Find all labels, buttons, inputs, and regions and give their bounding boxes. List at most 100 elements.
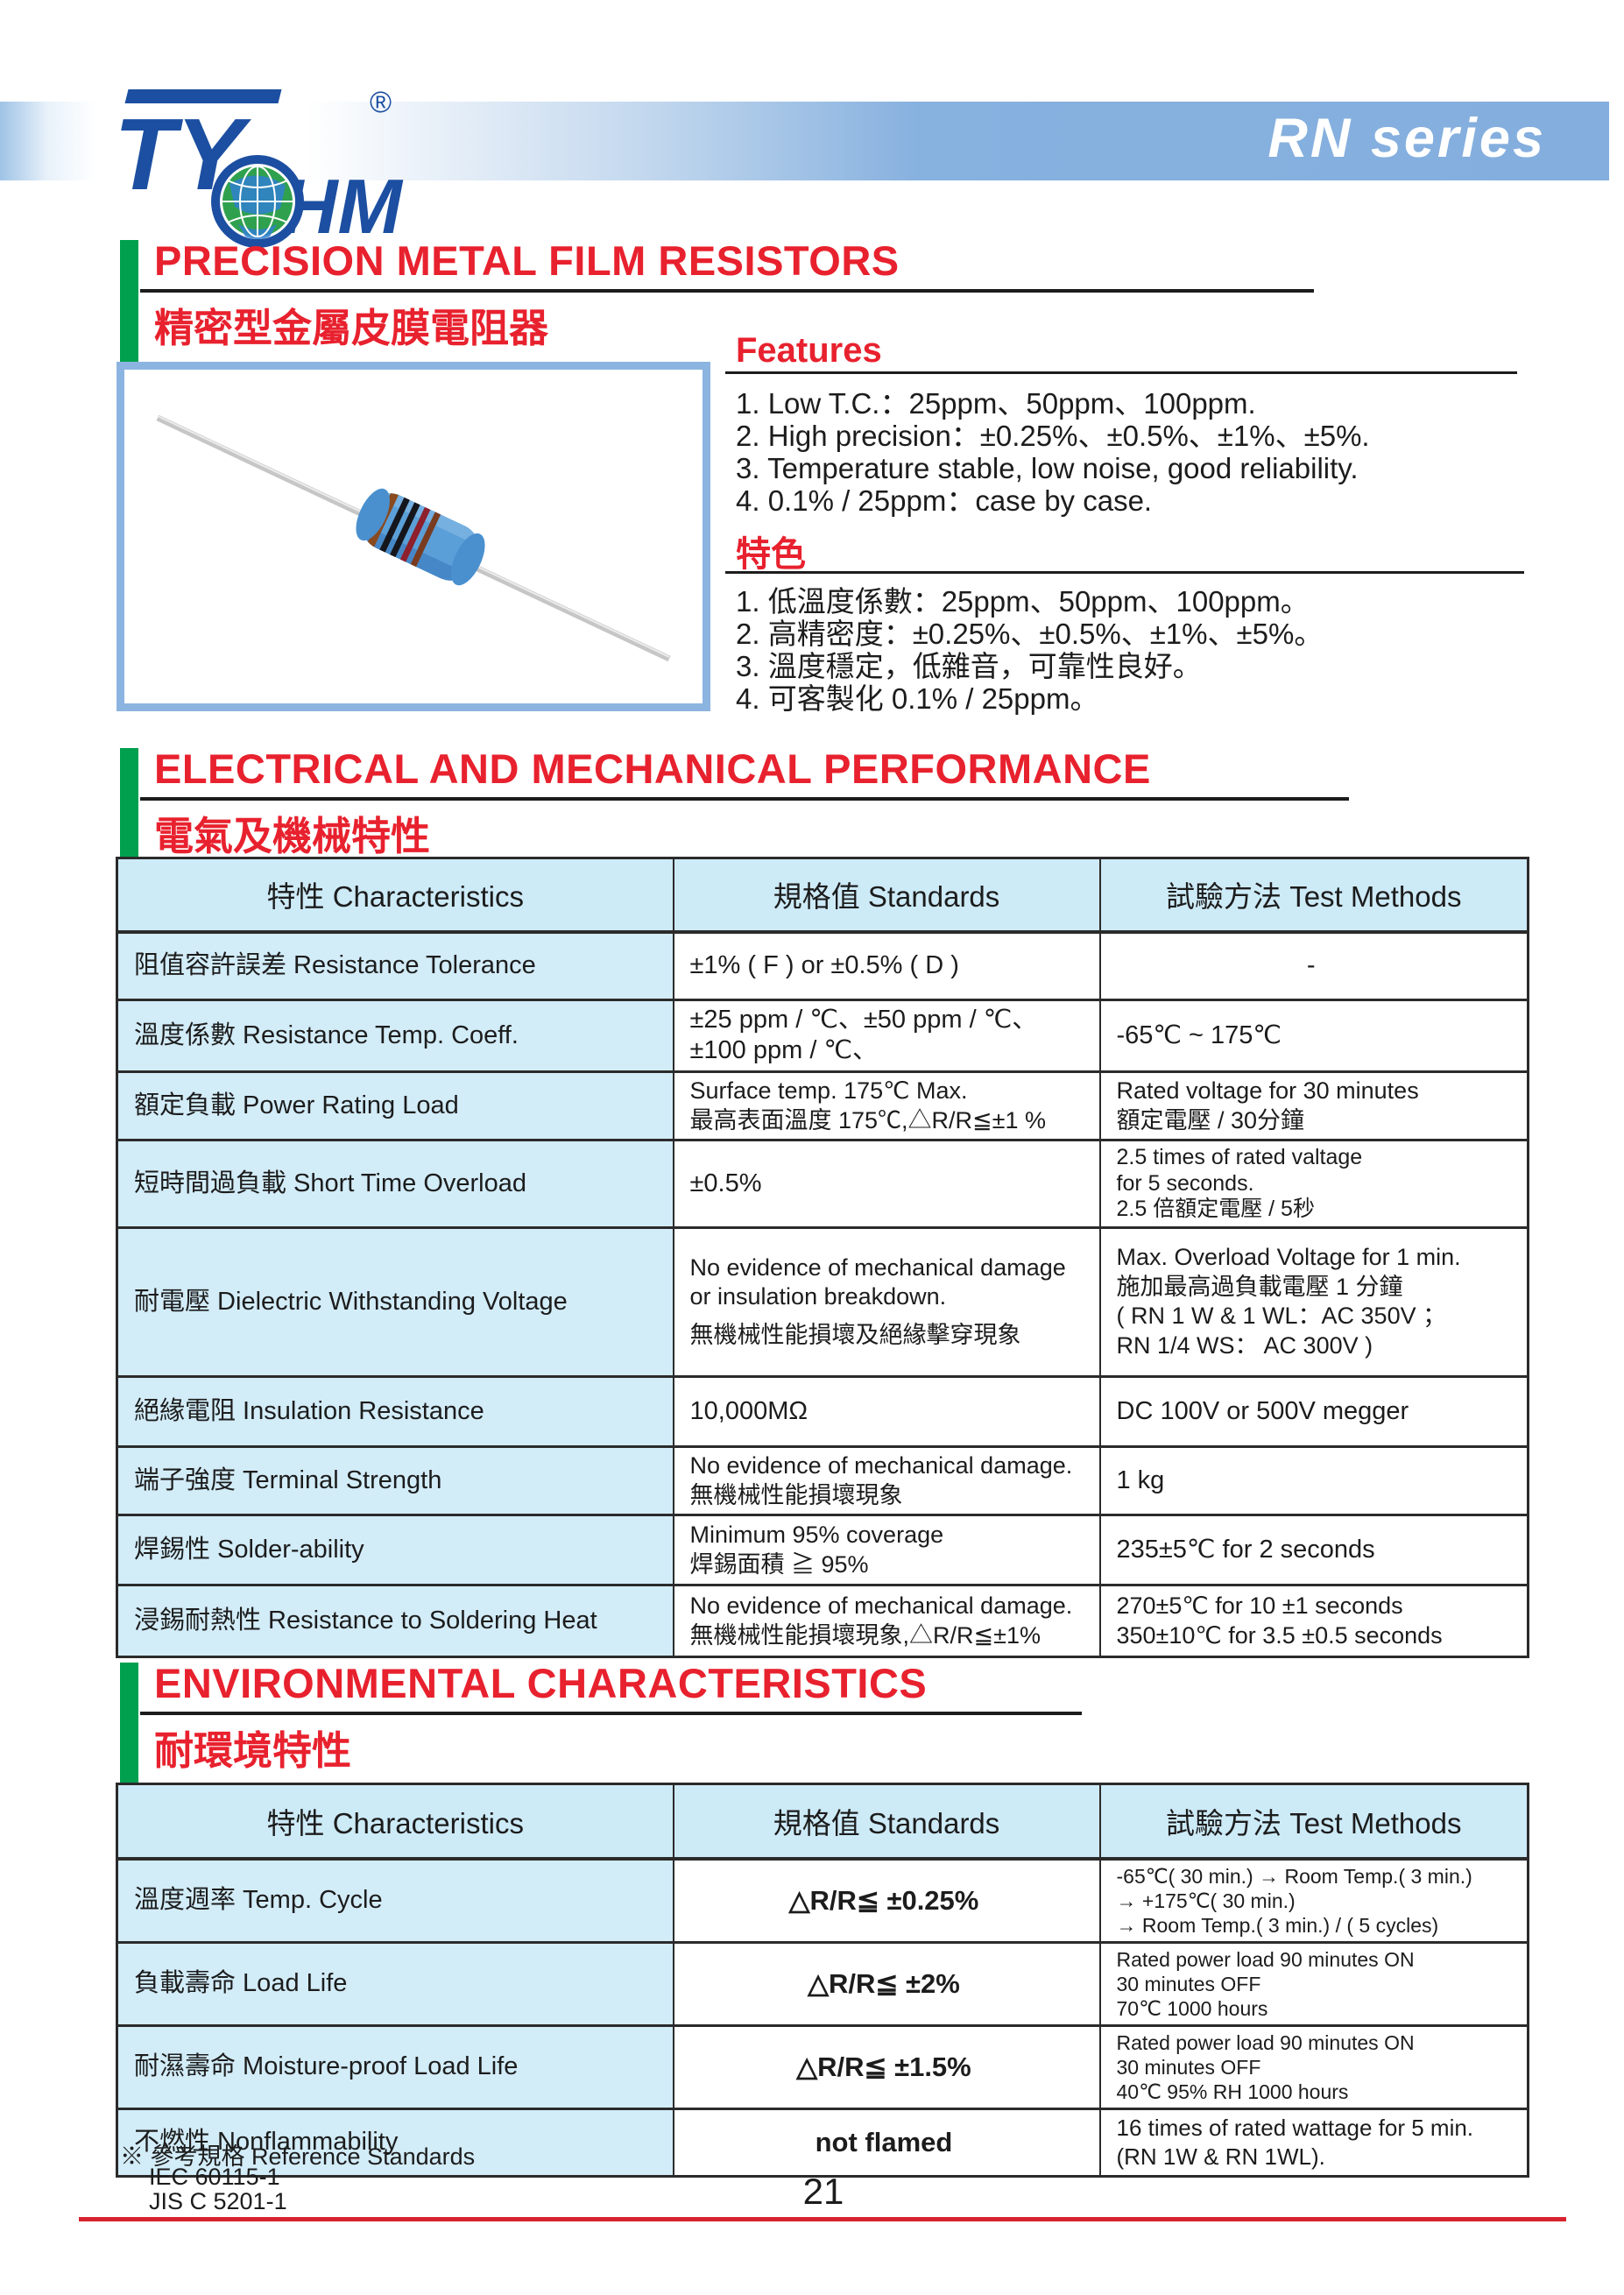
standards-cell: Surface temp. 175℃ Max. 最高表面溫度 175℃,△R/R… (672, 1070, 1101, 1142)
cell-line: or insulation breakdown. (689, 1283, 947, 1310)
test-cell: Rated power load 90 minutes ON 30 minute… (1098, 1940, 1529, 2027)
standards-cell: △R/R≦ ±1.5% (672, 2023, 1101, 2110)
standards-cell: ±1% ( F ) or ±0.5% ( D ) (672, 930, 1101, 1001)
cell-line: 負載壽命 Load Life (134, 1969, 348, 1998)
reference-standard-item: IEC 60115-1 (149, 2164, 280, 2190)
feature-item: 2. High precision：±0.25%、±0.5%、±1%、±5%. (736, 420, 1370, 452)
table-header-row: 特性 Characteristics 規格值 Standards 試驗方法 Te… (116, 857, 1529, 934)
reference-standards-note: ※ 參考規格 Reference Standards (120, 2143, 476, 2170)
standards-cell: △R/R≦ ±2% (672, 1940, 1101, 2027)
series-title: RN series (1267, 108, 1546, 169)
row-label: 端子強度 Terminal Strength (116, 1444, 674, 1517)
features-title: Features (736, 331, 882, 370)
table-row: 額定負載 Power Rating Load Surface temp. 175… (116, 1070, 1529, 1142)
cell-line: Surface temp. 175℃ Max. (689, 1077, 968, 1104)
cell-line: Minimum 95% coverage (689, 1522, 944, 1548)
features-title-zh: 特色 (736, 535, 806, 574)
table-row: 焊錫性 Solder-ability Minimum 95% coverage … (116, 1514, 1529, 1587)
cell-line: △R/R≦ ±1.5% (796, 2051, 971, 2082)
standards-cell: ±0.5% (672, 1139, 1101, 1229)
test-cell: 2.5 times of rated valtage for 5 seconds… (1098, 1139, 1529, 1229)
cell-line: 16 times of rated wattage for 5 min. (1116, 2115, 1474, 2142)
table-row: 溫度係數 Resistance Temp. Coeff. ±25 ppm / ℃… (116, 999, 1529, 1073)
cell-line: Max. Overload Voltage for 1 min. (1116, 1243, 1461, 1270)
globe-icon (211, 155, 304, 248)
row-label: 負載壽命 Load Life (116, 1940, 674, 2027)
feature-item: 1. 低溫度係數：25ppm、50ppm、100ppm。 (736, 585, 1310, 618)
row-label: 絕緣電阻 Insulation Resistance (116, 1374, 674, 1448)
features-rule-zh (725, 571, 1524, 574)
col-header-standards: 規格值 Standards (672, 1783, 1101, 1861)
cell-line: Rated power load 90 minutes ON (1116, 2030, 1415, 2054)
logo-top-bar (124, 89, 282, 103)
standards-cell: ±25 ppm / ℃、±50 ppm / ℃、 ±100 ppm / ℃、 (672, 999, 1101, 1073)
cell-line: △R/R≦ ±0.25% (788, 1884, 979, 1916)
col-header-standards: 規格值 Standards (672, 857, 1101, 934)
table-row: 耐電壓 Dielectric Withstanding Voltage No e… (116, 1225, 1529, 1378)
resistor-photo (156, 414, 671, 662)
cell-line: 350±10℃ for 3.5 ±0.5 seconds (1116, 1621, 1443, 1649)
cell-line: ±100 ppm / ℃、 (689, 1036, 879, 1065)
table-row: 阻值容許誤差 Resistance Tolerance ±1% ( F ) or… (116, 930, 1529, 1001)
table-row: 溫度週率 Temp. Cycle △R/R≦ ±0.25% -65℃( 30 m… (116, 1857, 1529, 1944)
cell-line: → Room Temp.( 3 min.) / ( 5 cycles) (1116, 1913, 1439, 1937)
cell-line: 焊錫性 Solder-ability (134, 1536, 364, 1564)
cell-line: -65℃ ~ 175℃ (1116, 1020, 1282, 1049)
cell-line: - (1306, 951, 1316, 980)
feature-item: 3. Temperature stable, low noise, good r… (736, 452, 1359, 484)
cell-line: 270±5℃ for 10 ±1 seconds (1116, 1592, 1403, 1619)
feature-item: 2. 高精密度：±0.25%、±0.5%、±1%、±5%。 (736, 618, 1324, 650)
cell-line: 額定負載 Power Rating Load (134, 1091, 459, 1119)
cell-line: No evidence of mechanical damage. (689, 1451, 1073, 1479)
test-cell: DC 100V or 500V megger (1098, 1374, 1529, 1448)
cell-line: 端子強度 Terminal Strength (134, 1465, 442, 1494)
cell-line: Rated power load 90 minutes ON (1116, 1947, 1415, 1971)
cell-line: for 5 seconds. (1116, 1170, 1254, 1196)
features-list-zh: 1. 低溫度係數：25ppm、50ppm、100ppm。 2. 高精密度：±0.… (736, 585, 1323, 715)
cell-line: 溫度係數 Resistance Temp. Coeff. (134, 1020, 519, 1049)
cell-line: RN 1/4 WS： AC 300V ) (1116, 1332, 1373, 1359)
features-rule (725, 371, 1517, 374)
tyohm-logo: TY HM ® (107, 77, 409, 257)
cell-line: 30 minutes OFF (1116, 1972, 1261, 1995)
footer-divider (79, 2217, 1566, 2221)
cell-line: 施加最高過負載電壓 1 分鐘 (1116, 1273, 1403, 1300)
row-label: 短時間過負載 Short Time Overload (116, 1139, 674, 1229)
table-row: 耐濕壽命 Moisture-proof Load Life △R/R≦ ±1.5… (116, 2023, 1529, 2110)
cell-line: 70℃ 1000 hours (1116, 1996, 1268, 2020)
cell-line: 30 minutes OFF (1116, 2055, 1261, 2079)
table-header-row: 特性 Characteristics 規格值 Standards 試驗方法 Te… (116, 1783, 1529, 1861)
cell-line: 無機械性能損壞現象 (689, 1481, 903, 1508)
cell-line: 溫度週率 Temp. Cycle (134, 1885, 383, 1914)
performance-table: 特性 Characteristics 規格值 Standards 試驗方法 Te… (116, 857, 1529, 1659)
section-title-performance: ELECTRICAL AND MECHANICAL PERFORMANCE (154, 745, 1151, 792)
row-label: 浸錫耐熱性 Resistance to Soldering Heat (116, 1584, 674, 1659)
cell-line: 235±5℃ for 2 seconds (1116, 1536, 1375, 1564)
col-header-test-methods: 試驗方法 Test Methods (1098, 857, 1529, 934)
test-cell: 16 times of rated wattage for 5 min. (RN… (1098, 2107, 1529, 2178)
heading-rule (140, 289, 1314, 293)
table-row: 短時間過負載 Short Time Overload ±0.5% 2.5 tim… (116, 1139, 1529, 1229)
row-label: 耐電壓 Dielectric Withstanding Voltage (116, 1225, 674, 1378)
cell-line: 2.5 times of rated valtage (1116, 1145, 1363, 1170)
standards-cell: No evidence of mechanical damage or insu… (672, 1225, 1101, 1378)
feature-item: 1. Low T.C.：25ppm、50ppm、100ppm. (736, 387, 1256, 420)
standards-cell: No evidence of mechanical damage. 無機械性能損… (672, 1444, 1101, 1517)
features-list-en: 1. Low T.C.：25ppm、50ppm、100ppm. 2. High … (736, 387, 1370, 517)
row-label: 不燃性 Nonflammability (116, 2107, 674, 2178)
cell-line: 1 kg (1116, 1465, 1165, 1494)
feature-item: 4. 0.1% / 25ppm：case by case. (736, 484, 1153, 517)
cell-line: ±25 ppm / ℃、±50 ppm / ℃、 (689, 1006, 1038, 1034)
environment-table: 特性 Characteristics 規格值 Standards 試驗方法 Te… (116, 1783, 1529, 2178)
cell-line: 無機械性能損壞現象,△R/R≦±1% (689, 1621, 1041, 1649)
row-label: 阻值容許誤差 Resistance Tolerance (116, 930, 674, 1001)
cell-line: -65℃( 30 min.) → Room Temp.( 3 min.) (1116, 1864, 1472, 1888)
section-subtitle-performance-zh: 電氣及機械特性 (154, 814, 431, 858)
row-label: 溫度週率 Temp. Cycle (116, 1857, 674, 1944)
cell-line: not flamed (815, 2127, 953, 2158)
section-subtitle-precision-zh: 精密型金屬皮膜電阻器 (154, 306, 549, 350)
standards-cell: 10,000MΩ (672, 1374, 1101, 1448)
cell-line: 絕緣電阻 Insulation Resistance (134, 1396, 484, 1425)
table-row: 絕緣電阻 Insulation Resistance 10,000MΩ DC 1… (116, 1374, 1529, 1448)
